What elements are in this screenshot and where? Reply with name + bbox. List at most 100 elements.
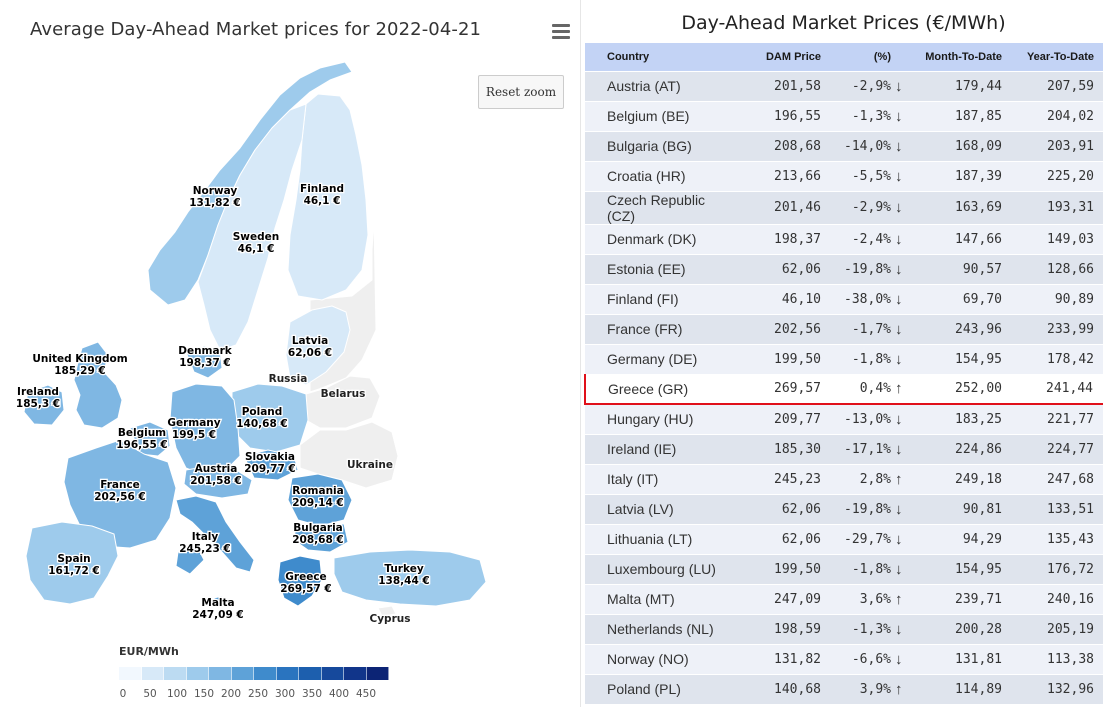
cell-month-to-date: 179,44 bbox=[919, 70, 1012, 101]
cell-country: Finland (FI) bbox=[585, 283, 735, 314]
region-ireland[interactable] bbox=[23, 384, 65, 426]
region-cyprus[interactable] bbox=[377, 605, 397, 617]
column-header-percent[interactable]: (%) bbox=[831, 43, 895, 71]
region-germany[interactable] bbox=[169, 383, 241, 477]
cell-month-to-date: 90,57 bbox=[919, 253, 1012, 284]
map-region-value-label: 201,58 € bbox=[190, 475, 241, 487]
table-row[interactable]: Norway (NO) 131,82 -6,6% ↓ 131,81 113,38 bbox=[585, 643, 1103, 674]
hamburger-menu-icon[interactable] bbox=[552, 24, 570, 40]
region-denmark[interactable] bbox=[185, 345, 223, 379]
table-row[interactable]: Germany (DE) 199,50 -1,8% ↓ 154,95 178,42 bbox=[585, 343, 1103, 374]
table-row[interactable]: Bulgaria (BG) 208,68 -14,0% ↓ 168,09 203,91 bbox=[585, 130, 1103, 161]
map-region-name-label: United Kingdom bbox=[32, 353, 127, 365]
cell-country: Norway (NO) bbox=[585, 643, 735, 674]
table-row[interactable]: Luxembourg (LU) 199,50 -1,8% ↓ 154,95 176,72 bbox=[585, 553, 1103, 584]
region-spain[interactable] bbox=[25, 521, 119, 605]
map-region-value-label: 185,29 € bbox=[54, 365, 105, 377]
cell-year-to-date: 90,89 bbox=[1012, 283, 1103, 314]
down-arrow-icon: ↓ bbox=[895, 160, 919, 191]
cell-dam-price: 202,56 bbox=[735, 313, 831, 344]
cell-year-to-date: 193,31 bbox=[1012, 190, 1103, 224]
legend-tick-label: 50 bbox=[143, 688, 157, 700]
region-italy[interactable] bbox=[175, 495, 255, 575]
region-united-kingdom[interactable] bbox=[73, 341, 123, 429]
down-arrow-icon: ↓ bbox=[895, 70, 919, 101]
column-header-dam-price[interactable]: DAM Price bbox=[735, 43, 831, 71]
table-row[interactable]: Greece (GR) 269,57 0,4% ↑ 252,00 241,44 bbox=[584, 373, 1103, 405]
cell-year-to-date: 178,42 bbox=[1012, 343, 1103, 374]
cell-percent-change: -38,0% bbox=[831, 283, 895, 314]
table-row[interactable]: Hungary (HU) 209,77 -13,0% ↓ 183,25 221,77 bbox=[585, 403, 1103, 434]
region-france[interactable] bbox=[63, 439, 177, 549]
map-region-name-label: Spain bbox=[57, 553, 90, 565]
map-region-name-label: Poland bbox=[242, 406, 283, 418]
region-malta[interactable] bbox=[213, 595, 225, 607]
reset-zoom-button[interactable]: Reset zoom bbox=[478, 75, 564, 109]
table-row[interactable]: Ireland (IE) 185,30 -17,1% ↓ 224,86 224,77 bbox=[585, 433, 1103, 464]
table-row[interactable]: Austria (AT) 201,58 -2,9% ↓ 179,44 207,59 bbox=[585, 70, 1103, 101]
legend-color-step bbox=[254, 667, 277, 680]
cell-country: Bulgaria (BG) bbox=[585, 130, 735, 161]
cell-year-to-date: 221,77 bbox=[1012, 403, 1103, 434]
region-ukraine[interactable] bbox=[299, 421, 399, 489]
table-row[interactable]: France (FR) 202,56 -1,7% ↓ 243,96 233,99 bbox=[585, 313, 1103, 344]
region-bulgaria[interactable] bbox=[293, 523, 349, 553]
column-header-year-to-date[interactable]: Year-To-Date bbox=[1012, 43, 1103, 71]
cell-dam-price: 46,10 bbox=[735, 283, 831, 314]
region-greece[interactable] bbox=[277, 555, 323, 607]
map-region-value-label: 196,55 € bbox=[116, 439, 167, 451]
table-row[interactable]: Estonia (EE) 62,06 -19,8% ↓ 90,57 128,66 bbox=[585, 253, 1103, 284]
down-arrow-icon: ↓ bbox=[895, 223, 919, 254]
table-row[interactable]: Italy (IT) 245,23 2,8% ↑ 249,18 247,68 bbox=[585, 463, 1103, 494]
map-region-name-label: Russia bbox=[269, 373, 308, 385]
cell-month-to-date: 187,85 bbox=[919, 100, 1012, 131]
cell-percent-change: -2,4% bbox=[831, 223, 895, 254]
map-region-value-label: 208,68 € bbox=[292, 534, 343, 546]
map-region-name-label: Austria bbox=[195, 463, 238, 475]
cell-year-to-date: 149,03 bbox=[1012, 223, 1103, 254]
cell-percent-change: -14,0% bbox=[831, 130, 895, 161]
cell-percent-change: -5,5% bbox=[831, 160, 895, 191]
down-arrow-icon: ↓ bbox=[895, 403, 919, 434]
cell-percent-change: 2,8% bbox=[831, 463, 895, 494]
region-sweden[interactable] bbox=[197, 103, 307, 351]
cell-dam-price: 201,58 bbox=[735, 70, 831, 101]
legend-color-step bbox=[119, 667, 142, 680]
region-slovakia[interactable] bbox=[243, 449, 299, 481]
legend-color-step bbox=[276, 667, 299, 680]
table-row[interactable]: Finland (FI) 46,10 -38,0% ↓ 69,70 90,89 bbox=[585, 283, 1103, 314]
region-austria[interactable] bbox=[183, 465, 253, 499]
table-row[interactable]: Czech Republic (CZ) 201,46 -2,9% ↓ 163,69 193… bbox=[585, 190, 1103, 224]
region-belarus[interactable] bbox=[305, 375, 381, 429]
table-row[interactable]: Denmark (DK) 198,37 -2,4% ↓ 147,66 149,03 bbox=[585, 223, 1103, 254]
region-turkey[interactable] bbox=[333, 549, 487, 607]
cell-year-to-date: 205,19 bbox=[1012, 613, 1103, 644]
cell-month-to-date: 243,96 bbox=[919, 313, 1012, 344]
map-region-name-label: Italy bbox=[192, 531, 219, 543]
legend-tick-label: 0 bbox=[119, 688, 127, 700]
table-row[interactable]: Netherlands (NL) 198,59 -1,3% ↓ 200,28 205,19 bbox=[585, 613, 1103, 644]
column-header-country[interactable]: Country bbox=[585, 43, 735, 71]
table-row[interactable]: Latvia (LV) 62,06 -19,8% ↓ 90,81 133,51 bbox=[585, 493, 1103, 524]
cell-percent-change: -17,1% bbox=[831, 433, 895, 464]
table-row[interactable]: Malta (MT) 247,09 3,6% ↑ 239,71 240,16 bbox=[585, 583, 1103, 614]
cell-month-to-date: 147,66 bbox=[919, 223, 1012, 254]
down-arrow-icon: ↓ bbox=[895, 643, 919, 674]
region-latvia[interactable] bbox=[285, 305, 351, 386]
table-row[interactable]: Croatia (HR) 213,66 -5,5% ↓ 187,39 225,20 bbox=[585, 160, 1103, 191]
map-region-value-label: 161,72 € bbox=[48, 565, 99, 577]
map-region-value-label: 62,06 € bbox=[288, 347, 332, 359]
region-finland[interactable] bbox=[287, 93, 369, 301]
up-arrow-icon: ↑ bbox=[895, 673, 919, 704]
cell-dam-price: 199,50 bbox=[735, 343, 831, 374]
map-region-value-label: 247,09 € bbox=[192, 609, 243, 621]
cell-percent-change: -1,8% bbox=[831, 553, 895, 584]
region-poland[interactable] bbox=[231, 383, 309, 453]
cell-percent-change: -1,3% bbox=[831, 613, 895, 644]
table-row[interactable]: Poland (PL) 140,68 3,9% ↑ 114,89 132,96 bbox=[585, 673, 1103, 704]
table-row[interactable]: Belgium (BE) 196,55 -1,3% ↓ 187,85 204,02 bbox=[585, 100, 1103, 131]
table-row[interactable]: Lithuania (LT) 62,06 -29,7% ↓ 94,29 135,43 bbox=[585, 523, 1103, 554]
column-header-month-to-date[interactable]: Month-To-Date bbox=[919, 43, 1012, 71]
region-romania[interactable] bbox=[287, 473, 353, 527]
